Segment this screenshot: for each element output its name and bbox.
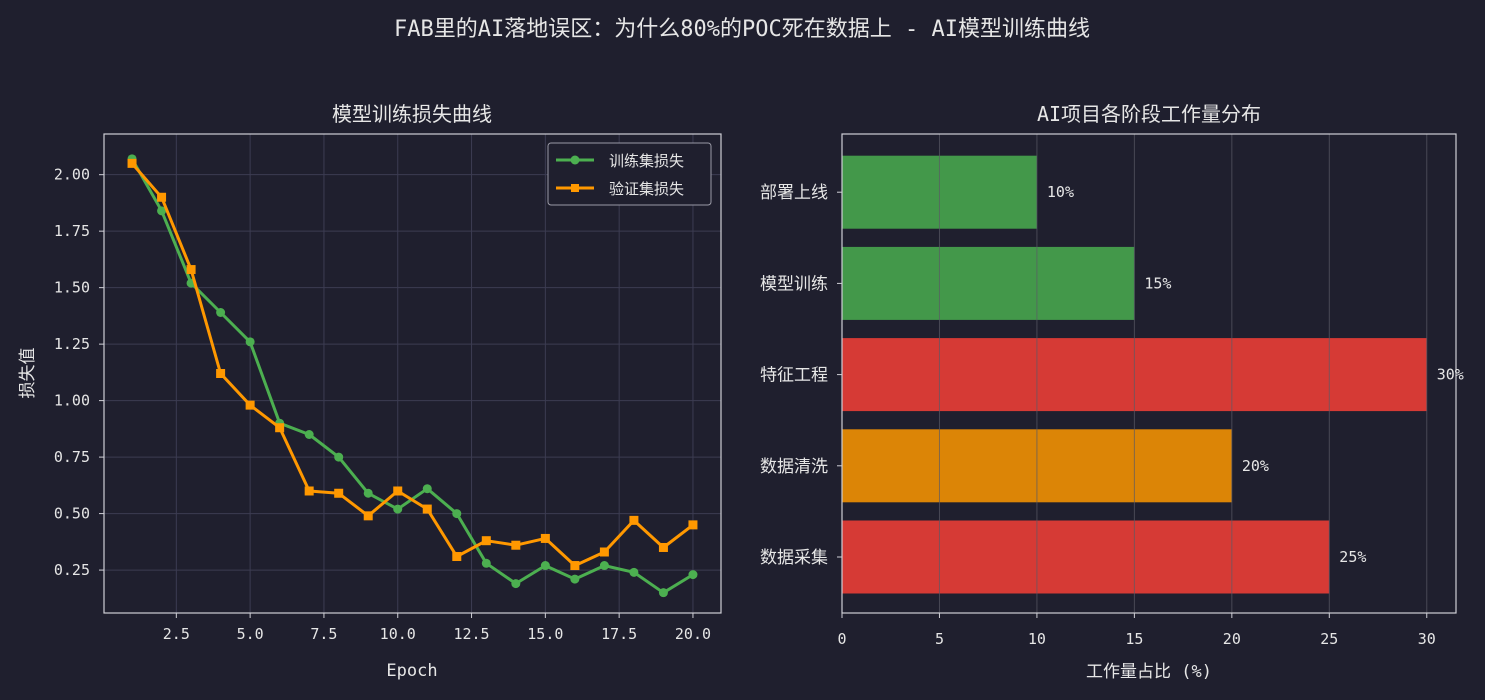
train-loss-point: [599, 561, 609, 571]
bar-value-label: 30%: [1437, 366, 1464, 384]
line-chart-x-tick-label: 7.5: [310, 625, 337, 643]
line-chart-x-label: Epoch: [386, 661, 437, 681]
val-loss-point: [275, 423, 285, 433]
train-loss-point: [363, 488, 373, 498]
legend-train-label: 训练集损失: [609, 152, 684, 170]
val-loss-point: [363, 511, 373, 521]
bar-chart-category-label: 数据清洗: [760, 457, 828, 477]
val-loss-point: [304, 486, 314, 496]
bar-chart-x-ticks: 0 5 10 15 20 25 30: [837, 613, 1436, 648]
bar-chart-y-ticks: 数据采集 数据清洗 特征工程 模型训练 部署上线: [760, 183, 842, 568]
bar-value-label: 15%: [1144, 274, 1171, 292]
train-loss-point: [245, 337, 255, 347]
line-chart-y-tick-label: 0.50: [54, 505, 90, 523]
line-chart-x-tick-label: 2.5: [163, 625, 190, 643]
line-chart-frame: [103, 133, 722, 614]
train-loss-point: [334, 452, 344, 462]
train-loss-point: [422, 484, 432, 494]
line-chart-x-tick-label: 12.5: [453, 625, 489, 643]
val-loss-point: [157, 192, 167, 202]
line-chart-grid: [104, 134, 721, 613]
val-loss-point: [629, 515, 639, 525]
bar-4: [842, 246, 1135, 320]
val-loss-point: [186, 265, 196, 275]
val-loss-point: [216, 369, 226, 378]
train-loss-point: [540, 561, 550, 571]
bar-chart-x-tick-label: 30: [1418, 630, 1436, 648]
line-chart-title: 模型训练损失曲线: [332, 102, 492, 126]
train-loss-point: [481, 558, 491, 568]
bar-chart-category-label: 部署上线: [760, 183, 828, 203]
line-chart-y-tick-label: 2.00: [54, 166, 90, 184]
workload-bar-chart: AI项目各阶段工作量分布 0 5 10 15 20 25 30 数据采集 数据清洗 特征工程 模型…: [760, 102, 1464, 682]
bar-1: [842, 520, 1330, 594]
val-loss-point: [688, 520, 698, 530]
line-chart-y-tick-label: 0.25: [54, 561, 90, 579]
bar-chart-x-label: 工作量占比 (%): [1086, 662, 1212, 682]
legend-train-marker: [570, 155, 580, 165]
train-loss-point: [511, 579, 521, 589]
bar-value-label: 25%: [1339, 548, 1366, 566]
line-chart-y-tick-label: 0.75: [54, 448, 90, 466]
val-loss-point: [599, 547, 609, 557]
val-loss-line: [130, 162, 694, 568]
val-loss-point: [570, 561, 580, 571]
bar-chart-frame: [841, 133, 1457, 614]
val-loss-point: [481, 536, 491, 546]
line-chart-x-tick-label: 17.5: [601, 625, 637, 643]
line-chart-y-label: 损失值: [18, 348, 38, 399]
val-loss-point: [422, 504, 432, 514]
val-loss-point: [393, 486, 403, 496]
train-loss-point: [629, 567, 639, 577]
legend-val-marker: [571, 184, 579, 192]
bar-chart-value-labels: 25% 20% 30% 15% 10%: [1047, 183, 1464, 566]
line-chart-y-ticks: 0.25 0.50 0.75 1.00 1.25 1.50 1.75 2.00: [54, 166, 104, 579]
bar-chart-x-tick-label: 0: [837, 630, 846, 648]
train-loss-point: [393, 504, 403, 514]
bar-chart-category-label: 特征工程: [760, 366, 828, 386]
train-loss-point: [216, 307, 226, 317]
line-chart-x-ticks: 2.5 5.0 7.5 10.0 12.5 15.0 17.5 20.0: [163, 613, 711, 643]
val-loss-point: [127, 158, 137, 168]
line-chart-legend: 训练集损失 验证集损失: [547, 142, 712, 206]
line-chart-series: [127, 154, 698, 598]
train-loss-point: [304, 430, 314, 440]
bar-chart-title: AI项目各阶段工作量分布: [1037, 102, 1261, 126]
bar-chart-category-label: 数据采集: [760, 548, 828, 568]
loss-line-chart: 模型训练损失曲线 2.5 5.0 7.5 10.0 12.5 15.0 17.5 20.0 0…: [18, 102, 722, 681]
train-loss-point: [157, 206, 167, 216]
bar-value-label: 20%: [1242, 457, 1269, 475]
val-loss-point: [540, 533, 550, 543]
line-chart-x-tick-label: 15.0: [527, 625, 563, 643]
train-loss-point: [658, 588, 668, 598]
line-chart-x-tick-label: 5.0: [237, 625, 264, 643]
line-chart-x-tick-label: 10.0: [380, 625, 416, 643]
bar-chart-category-label: 模型训练: [760, 274, 828, 294]
train-loss-point: [452, 509, 462, 519]
val-loss-point: [658, 542, 668, 552]
val-loss-point: [334, 488, 344, 498]
bar-chart-x-tick-label: 10: [1028, 630, 1046, 648]
legend-val-label: 验证集损失: [609, 180, 684, 198]
bar-chart-x-tick-label: 20: [1223, 630, 1241, 648]
bar-chart-x-tick-label: 15: [1125, 630, 1143, 648]
line-chart-x-tick-label: 20.0: [675, 625, 711, 643]
val-loss-point: [511, 540, 521, 550]
line-chart-y-tick-label: 1.75: [54, 222, 90, 240]
line-chart-y-tick-label: 1.50: [54, 279, 90, 297]
line-chart-y-tick-label: 1.00: [54, 392, 90, 410]
val-loss-point: [245, 400, 255, 410]
val-loss-point: [452, 552, 462, 562]
train-loss-point: [570, 574, 580, 584]
bar-chart-x-tick-label: 5: [935, 630, 944, 648]
line-chart-y-tick-label: 1.25: [54, 335, 90, 353]
bar-value-label: 10%: [1047, 183, 1074, 201]
bar-chart-x-tick-label: 25: [1320, 630, 1338, 648]
figure-title: FAB里的AI落地误区：为什么80%的POC死在数据上 - AI模型训练曲线: [394, 17, 1090, 42]
train-loss-point: [688, 570, 698, 580]
